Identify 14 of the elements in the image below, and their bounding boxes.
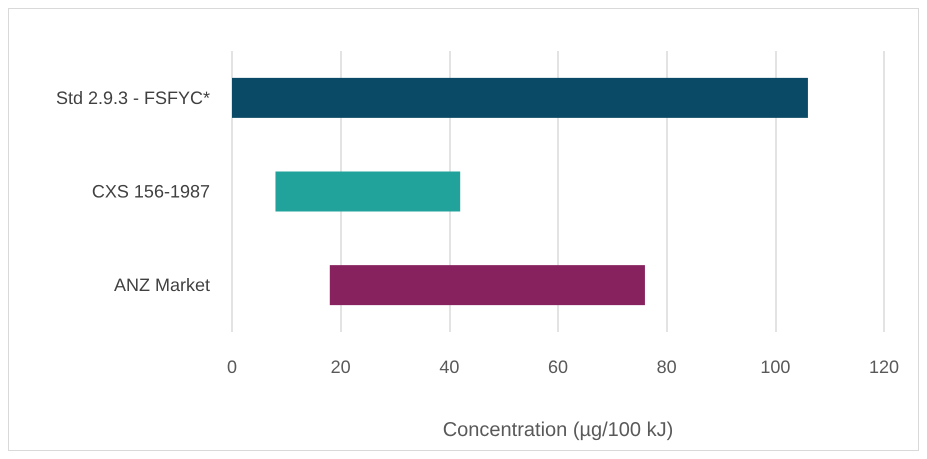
x-axis-title: Concentration (µg/100 kJ) xyxy=(442,419,674,441)
x-tick-label: 100 xyxy=(760,357,790,377)
x-tick-label: 60 xyxy=(548,357,568,377)
x-tick-label: 120 xyxy=(868,357,900,377)
x-tick-label: 0 xyxy=(226,357,238,377)
bar xyxy=(232,78,808,118)
y-tick-label: CXS 156-1987 xyxy=(92,182,210,202)
bar xyxy=(275,172,460,212)
y-tick-label: ANZ Market xyxy=(114,275,210,296)
x-tick-label: 80 xyxy=(656,357,677,377)
x-tick-label: 20 xyxy=(330,357,351,377)
bar xyxy=(330,265,645,306)
x-tick-label: 40 xyxy=(439,357,460,377)
y-tick-label: Std 2.9.3 - FSFYC* xyxy=(56,88,210,108)
